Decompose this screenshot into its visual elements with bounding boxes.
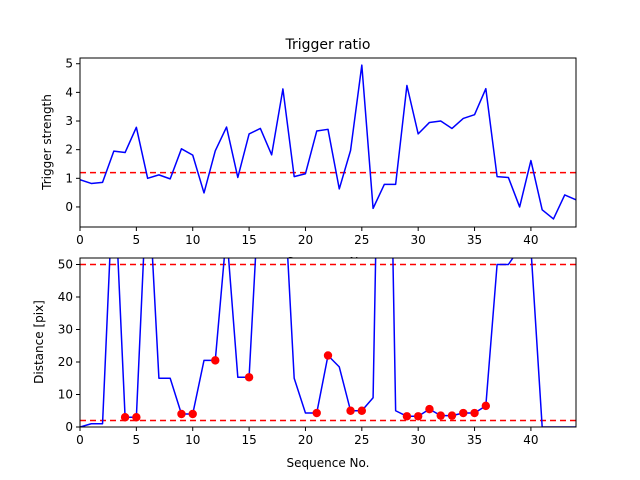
x-axis-label: Sequence No. [287,456,370,470]
data-point [188,409,197,419]
y-axis-ticks: 0 10 20 30 40 50 [58,258,80,434]
x-tick-label: 35 [467,233,482,247]
data-point [357,406,367,415]
x-tick-label: 20 [298,233,313,247]
series-lines [80,64,576,220]
x-tick-label: 40 [523,233,538,247]
data-point [312,408,321,418]
y-tick-label: 20 [58,355,73,369]
y-tick-label: 10 [58,388,73,402]
distance-chart: 0 5 10 15 20 25 30 35 40 0 10 20 30 40 50 Sequence No… [32,257,577,470]
data-point [177,409,186,419]
y-tick-label: 50 [58,258,73,272]
y-tick-label: 0 [65,420,73,434]
data-point [211,356,220,365]
x-axis-ticks: 0 5 10 15 20 25 30 35 40 [76,427,539,447]
x-axis-ticks: 0 5 10 15 20 25 30 35 40 [76,227,539,247]
y-tick-label: 5 [65,57,73,71]
y-tick-label: 4 [65,85,73,99]
y-axis-label: Trigger strength [40,94,54,191]
x-tick-label: 40 [523,433,538,447]
plot-area [80,64,576,220]
axes-frame [79,257,577,428]
x-tick-label: 25 [354,233,369,247]
x-tick-label: 30 [411,233,426,247]
data-point [413,412,423,421]
data-point [459,408,468,418]
data-point [346,406,355,415]
y-tick-label: 2 [65,143,73,157]
data-point [481,401,491,411]
data-point [402,412,412,421]
data-point [323,351,333,360]
x-tick-label: 0 [76,233,84,247]
x-tick-label: 15 [241,433,256,447]
data-point [120,413,130,422]
x-tick-label: 10 [185,433,200,447]
x-tick-label: 30 [411,433,426,447]
data-point [425,404,434,414]
x-tick-label: 5 [133,433,141,447]
y-tick-label: 3 [65,114,73,128]
x-tick-label: 5 [133,233,141,247]
y-tick-label: 0 [65,200,73,214]
data-point [244,373,254,382]
data-point [132,413,141,422]
chart-title: Trigger ratio [284,37,370,53]
x-tick-label: 25 [354,433,369,447]
x-tick-label: 0 [76,433,84,447]
x-tick-label: 15 [241,233,256,247]
reference-lines [80,263,576,422]
y-axis-label: Distance [pix] [32,300,46,384]
series-line [80,64,576,220]
plot-area [80,258,576,427]
x-tick-label: 35 [467,433,482,447]
data-point [470,408,479,418]
data-point [447,411,457,420]
y-tick-label: 1 [65,171,73,185]
x-tick-label: 20 [298,433,313,447]
series-lines [80,258,576,427]
y-axis-ticks: 0 1 2 3 4 5 [65,57,80,214]
axes-frame [79,57,577,228]
x-tick-label: 10 [185,233,200,247]
data-point [436,411,445,420]
y-tick-label: 30 [58,323,73,337]
y-tick-label: 40 [58,290,73,304]
